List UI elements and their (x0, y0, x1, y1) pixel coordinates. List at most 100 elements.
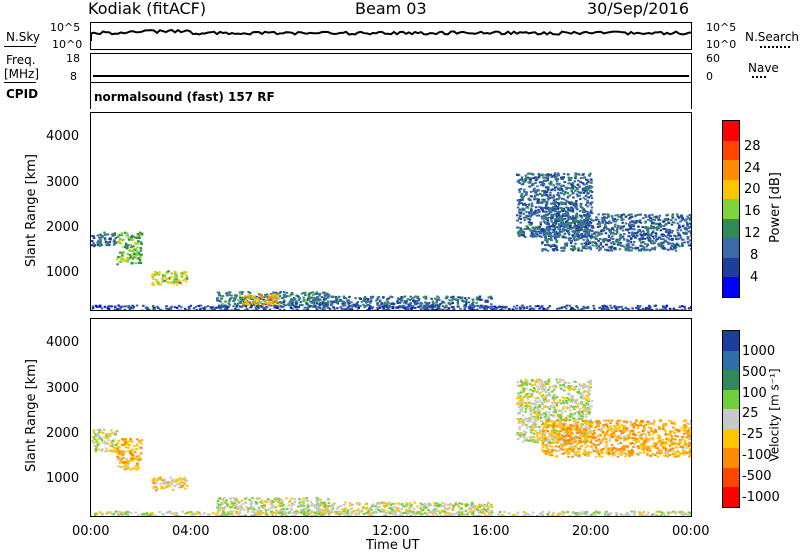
velocity-echo-3 (290, 504, 293, 507)
power-echo-7 (664, 247, 667, 250)
velocity-echo-5 (536, 397, 540, 400)
power-echo-1 (130, 246, 133, 249)
power-echo-6 (570, 184, 573, 186)
velocity-echo-5 (585, 403, 589, 406)
velocity-echo-4 (371, 511, 375, 514)
power-echo-7 (589, 248, 593, 251)
power-echo-2 (166, 278, 169, 281)
power-echo-6 (589, 178, 593, 181)
power-colorbar-swatch-6 (723, 238, 739, 259)
velocity-echo-1 (123, 451, 126, 454)
velocity-echo-2 (167, 482, 170, 485)
velocity-ytick-3000: 3000 (46, 381, 80, 396)
power-echo-8 (252, 309, 255, 310)
power-echo-8 (135, 304, 139, 307)
power-echo-7 (670, 242, 673, 245)
power-echo-8 (431, 306, 435, 309)
velocity-echo-3 (316, 503, 319, 505)
power-echo-8 (356, 309, 359, 310)
velocity-echo-5 (581, 385, 584, 387)
power-echo-6 (590, 229, 594, 232)
power-echo-7 (558, 233, 561, 236)
power-echo-5 (386, 301, 389, 303)
power-echo-7 (581, 220, 585, 223)
power-echo-5 (330, 295, 334, 298)
velocity-echo-5 (533, 441, 536, 443)
velocity-echo-5 (570, 395, 574, 397)
velocity-echo-5 (530, 393, 533, 396)
power-echo-8 (503, 306, 506, 309)
power-echo-8 (410, 307, 413, 309)
power-echo-7 (611, 217, 614, 220)
power-echo-8 (98, 304, 102, 307)
power-echo-5 (476, 296, 479, 299)
velocity-echo-4 (445, 508, 448, 511)
velocity-echo-5 (561, 400, 565, 403)
power-echo-6 (577, 179, 580, 182)
power-echo-7 (595, 235, 598, 238)
power-echo-6 (567, 208, 570, 211)
power-echo-8 (578, 309, 582, 310)
power-echo-5 (444, 297, 448, 300)
nave-tick-top: 60 (706, 52, 720, 65)
power-echo-7 (588, 240, 591, 243)
power-echo-7 (587, 224, 590, 227)
power-echo-8 (220, 305, 223, 308)
power-echo-7 (661, 245, 664, 248)
power-echo-3 (291, 303, 294, 306)
power-echo-5 (348, 295, 351, 298)
power-echo-6 (576, 208, 579, 211)
power-echo-7 (656, 228, 659, 231)
velocity-echo-1 (131, 459, 135, 462)
velocity-echo-0 (99, 437, 103, 440)
velocity-echo-5 (587, 426, 591, 429)
velocity-echo-5 (576, 418, 579, 421)
velocity-echo-5 (518, 421, 521, 424)
velocity-echo-2 (155, 486, 158, 489)
velocity-echo-4 (319, 502, 323, 505)
velocity-echo-5 (521, 386, 524, 389)
velocity-echo-5 (565, 417, 568, 420)
power-echo-7 (581, 245, 585, 248)
velocity-echo-1 (135, 468, 139, 471)
velocity-echo-5 (525, 387, 528, 390)
velocity-echo-3 (220, 501, 223, 504)
power-echo-6 (566, 223, 569, 226)
power-echo-7 (644, 226, 647, 228)
velocity-echo-3 (299, 505, 302, 508)
velocity-echo-2 (183, 481, 187, 484)
power-echo-7 (665, 230, 668, 233)
power-echo-6 (587, 180, 590, 183)
power-echo-7 (634, 214, 637, 217)
power-echo-4 (269, 300, 272, 303)
power-echo-1 (125, 232, 129, 235)
velocity-echo-5 (574, 402, 578, 404)
velocity-echo-5 (552, 414, 556, 417)
power-echo-6 (584, 198, 587, 201)
velocity-echo-5 (581, 395, 584, 398)
power-echo-8 (423, 305, 427, 308)
power-echo-7 (578, 237, 581, 240)
power-echo-4 (268, 303, 271, 306)
velocity-echo-5 (556, 413, 560, 416)
power-echo-6 (581, 211, 585, 214)
power-echo-6 (585, 178, 588, 181)
velocity-echo-0 (94, 450, 98, 453)
power-echo-6 (571, 210, 575, 213)
velocity-echo-5 (544, 396, 547, 399)
velocity-echo-3 (249, 503, 253, 506)
power-echo-7 (599, 237, 602, 240)
power-echo-3 (259, 298, 262, 300)
velocity-echo-5 (558, 378, 562, 381)
power-echo-0 (92, 245, 96, 248)
velocity-echo-3 (235, 498, 238, 501)
velocity-echo-5 (581, 423, 584, 426)
power-echo-8 (188, 309, 191, 310)
power-echo-6 (543, 210, 547, 213)
velocity-echo-5 (567, 385, 570, 388)
velocity-echo-1 (117, 451, 121, 454)
velocity-echo-5 (537, 432, 541, 435)
velocity-echo-2 (181, 484, 185, 487)
power-echo-6 (586, 185, 590, 188)
velocity-echo-5 (574, 434, 578, 437)
